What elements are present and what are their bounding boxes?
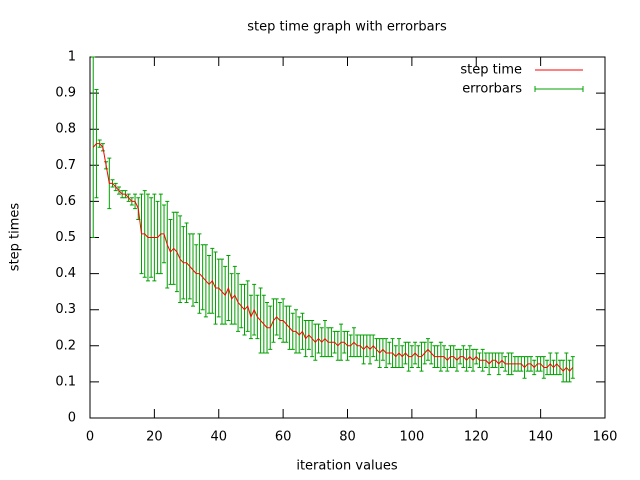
y-tick-label: 0.2: [55, 338, 76, 353]
y-axis-label: step times: [8, 203, 23, 272]
y-tick-label: 1: [68, 50, 76, 65]
y-tick-label: 0.5: [55, 230, 76, 245]
y-tick-label: 0.4: [55, 266, 76, 281]
line: [92, 143, 574, 372]
x-tick-label: 20: [146, 430, 163, 445]
x-tick-label: 160: [593, 430, 618, 445]
y-tick-label: 0.9: [55, 86, 76, 101]
y-tick-label: 0.7: [55, 158, 76, 173]
x-tick-label: 60: [275, 430, 292, 445]
y-tick-label: 0.1: [55, 374, 76, 389]
chart-title: step time graph with errorbars: [247, 20, 447, 35]
x-tick-label: 80: [339, 430, 356, 445]
legend-label: errorbars: [462, 82, 522, 97]
x-tick-label: 140: [528, 430, 553, 445]
x-tick-label: 0: [86, 430, 94, 445]
x-tick-label: 40: [210, 430, 227, 445]
error-bar: [570, 356, 575, 379]
y-tick-label: 0.8: [55, 122, 76, 137]
y-tick-label: 0: [68, 411, 76, 426]
legend-label: step time: [460, 63, 522, 78]
y-tick-label: 0.6: [55, 194, 76, 209]
legend-swatch: [534, 86, 584, 92]
x-tick-label: 100: [399, 430, 424, 445]
y-tick-label: 0.3: [55, 302, 76, 317]
x-axis-label: iteration values: [296, 459, 398, 474]
x-tick-label: 120: [464, 430, 489, 445]
